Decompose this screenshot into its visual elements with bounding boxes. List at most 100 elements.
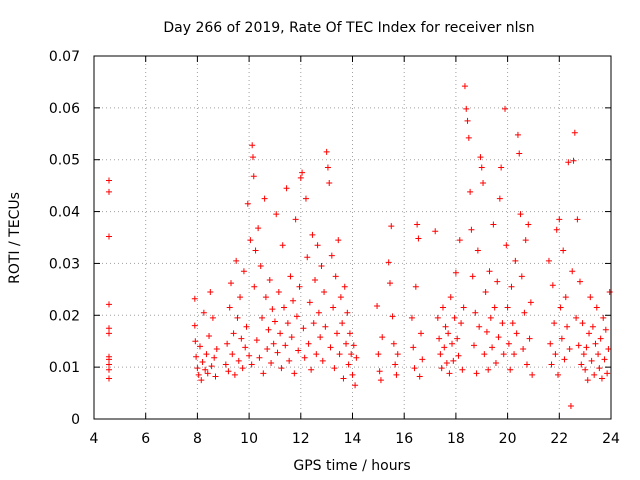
data-point — [521, 309, 528, 316]
data-point — [595, 351, 602, 358]
data-point — [346, 330, 353, 337]
data-point — [309, 231, 316, 238]
data-point — [547, 340, 554, 347]
data-point — [296, 283, 303, 290]
y-tick-label: 0.05 — [49, 153, 80, 169]
data-point — [516, 150, 523, 157]
data-point — [266, 277, 273, 284]
data-point — [377, 377, 384, 384]
data-point — [393, 371, 400, 378]
x-tick-label: 6 — [141, 431, 150, 447]
data-point — [286, 357, 293, 364]
data-point — [474, 247, 481, 254]
data-point — [200, 309, 207, 316]
data-point — [198, 377, 205, 384]
data-point — [290, 297, 297, 304]
data-point — [273, 211, 280, 218]
data-point — [498, 164, 505, 171]
data-point — [473, 370, 480, 377]
data-point — [353, 354, 360, 361]
data-point — [234, 314, 241, 321]
data-point — [333, 330, 340, 337]
data-point — [476, 323, 483, 330]
data-point — [262, 294, 269, 301]
data-point — [567, 403, 574, 410]
data-point — [271, 318, 278, 325]
data-point — [194, 365, 201, 372]
data-point — [560, 247, 567, 254]
data-point — [261, 195, 268, 202]
data-point — [460, 304, 467, 311]
data-point — [504, 304, 511, 311]
data-point — [105, 361, 112, 368]
data-point — [224, 340, 231, 347]
data-point — [565, 159, 572, 166]
data-point — [244, 200, 251, 207]
data-point — [324, 164, 331, 171]
y-tick-label: 0.03 — [49, 256, 80, 272]
data-point — [280, 304, 287, 311]
data-point — [485, 366, 492, 373]
data-point — [564, 323, 571, 330]
data-point — [306, 299, 313, 306]
y-tick-label: 0.06 — [49, 101, 80, 117]
data-point — [602, 326, 609, 333]
data-point — [225, 368, 232, 375]
data-point — [432, 228, 439, 235]
data-point — [195, 371, 202, 378]
data-point — [390, 340, 397, 347]
data-point — [573, 314, 580, 321]
data-point — [239, 365, 246, 372]
data-point — [436, 335, 443, 342]
data-point — [468, 226, 475, 233]
data-point — [461, 83, 468, 90]
data-point — [242, 344, 249, 351]
data-point — [228, 280, 235, 287]
data-point — [459, 366, 466, 373]
data-point — [526, 335, 533, 342]
data-point — [580, 351, 587, 358]
data-point — [105, 301, 112, 308]
data-point — [392, 361, 399, 368]
data-point — [259, 314, 266, 321]
data-point — [482, 288, 489, 295]
data-point — [520, 345, 527, 352]
data-point — [529, 371, 536, 378]
data-point — [492, 359, 499, 366]
x-tick-label: 22 — [550, 431, 568, 447]
data-point — [442, 323, 449, 330]
data-point — [209, 314, 216, 321]
data-point — [302, 195, 309, 202]
data-point — [304, 254, 311, 261]
y-tick-label: 0.01 — [49, 360, 80, 376]
x-tick-label: 8 — [193, 431, 202, 447]
y-tick-label: 0 — [71, 412, 80, 428]
data-point — [481, 351, 488, 358]
data-point — [600, 314, 607, 321]
data-point — [344, 309, 351, 316]
data-point — [226, 304, 233, 311]
data-point — [283, 185, 290, 192]
data-point — [408, 314, 415, 321]
data-point — [483, 328, 490, 335]
data-point — [454, 335, 461, 342]
data-point — [418, 330, 425, 337]
data-point — [213, 345, 220, 352]
data-point — [105, 188, 112, 195]
data-point — [299, 169, 306, 176]
data-point — [284, 320, 291, 327]
data-point — [332, 273, 339, 280]
chart-title: Day 266 of 2019, Rate Of TEC Index for r… — [163, 20, 534, 36]
data-point — [571, 129, 578, 136]
data-point — [339, 320, 346, 327]
x-tick-label: 18 — [447, 431, 465, 447]
data-point — [191, 295, 198, 302]
data-point — [469, 273, 476, 280]
data-point — [251, 283, 258, 290]
data-point — [278, 365, 285, 372]
data-point — [237, 294, 244, 301]
y-axis-title: ROTI / TECUs — [7, 192, 23, 284]
data-point — [249, 142, 256, 149]
data-point — [315, 309, 322, 316]
data-point — [499, 320, 506, 327]
